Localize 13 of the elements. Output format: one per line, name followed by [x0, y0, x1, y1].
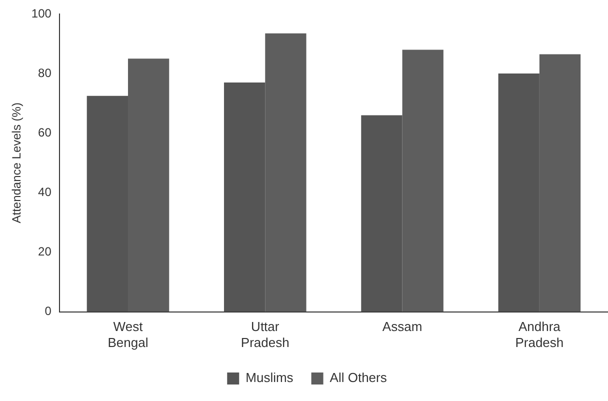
x-tick-label: West Bengal	[108, 319, 148, 350]
y-tick-label: 100	[31, 6, 52, 20]
legend-label: Muslims	[246, 370, 294, 386]
y-tick-label: 20	[38, 244, 52, 259]
y-axis-title: Attendance Levels (%)	[10, 102, 24, 224]
y-tick-label: 60	[38, 125, 52, 140]
legend-label: All Others	[330, 370, 388, 386]
x-tick-label: Assam	[382, 319, 422, 334]
y-tick-label: 80	[38, 66, 52, 80]
y-tick-label: 40	[38, 184, 52, 199]
x-tick-label: Andhra Pradesh	[515, 319, 564, 350]
x-tick-label: Uttar Pradesh	[240, 319, 290, 350]
y-tick-label: 0	[44, 304, 52, 318]
